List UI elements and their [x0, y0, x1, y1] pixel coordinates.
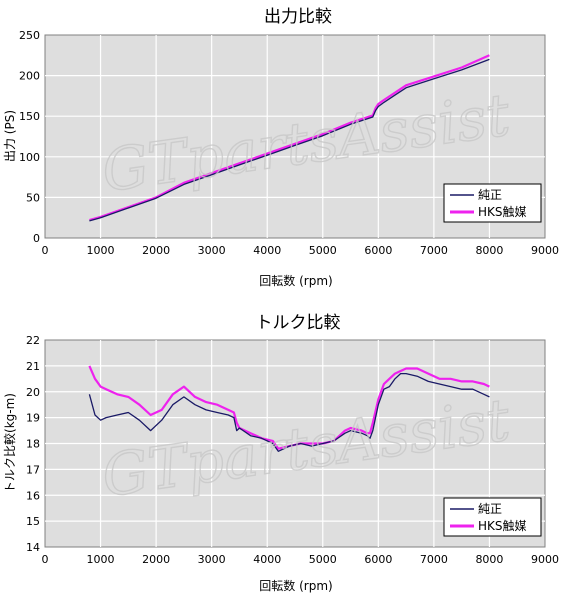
power-x-tick-label: 0	[42, 244, 49, 257]
torque-y-tick-label: 16	[26, 489, 40, 502]
power-y-ticks: 0 50 100 150 200 250	[19, 29, 40, 245]
power-x-tick-label: 2000	[142, 244, 170, 257]
power-x-tick-label: 4000	[253, 244, 281, 257]
torque-legend-box	[443, 497, 542, 537]
torque-x-tick-label: 5000	[309, 553, 337, 566]
power-series-line-hks	[89, 54, 490, 222]
torque-legend: 純正 HKS触媒	[443, 497, 542, 537]
power-x-tick-label: 9000	[531, 244, 559, 257]
power-legend-box	[443, 183, 542, 223]
torque-y-tick-label: 21	[26, 360, 40, 373]
torque-x-tick-label: 3000	[198, 553, 226, 566]
torque-chart-title: トルク比較	[256, 313, 341, 333]
torque-y-tick-label: 19	[26, 412, 40, 425]
torque-legend-label-stock: 純正	[478, 502, 502, 516]
torque-x-axis-label: 回転数 (rpm)	[259, 578, 332, 593]
torque-legend-label-hks: HKS触媒	[478, 519, 527, 533]
torque-series-lines	[88, 365, 490, 452]
power-x-tick-label: 1000	[87, 244, 115, 257]
torque-series-line-stock	[88, 372, 490, 452]
power-x-tick-label: 6000	[364, 244, 392, 257]
power-legend-label-hks: HKS触媒	[478, 205, 527, 219]
power-y-tick-label: 250	[19, 29, 40, 42]
torque-x-tick-label: 9000	[531, 553, 559, 566]
torque-x-tick-label: 1000	[87, 553, 115, 566]
power-legend-label-stock: 純正	[478, 188, 502, 202]
torque-y-tick-label: 15	[26, 515, 40, 528]
power-legend: 純正 HKS触媒	[443, 183, 542, 223]
power-y-tick-label: 150	[19, 110, 40, 123]
power-chart-title: 出力比較	[264, 7, 332, 27]
power-y-tick-label: 100	[19, 151, 40, 164]
torque-x-tick-label: 2000	[142, 553, 170, 566]
torque-y-ticks: 14 15 16 17 18 19 20 21 22	[26, 334, 40, 554]
torque-y-tick-label: 22	[26, 334, 40, 347]
torque-x-ticks: 0 1000 2000 3000 4000 5000 6000 7000 8000 9000	[42, 553, 560, 566]
torque-x-tick-label: 8000	[475, 553, 503, 566]
power-y-tick-label: 200	[19, 70, 40, 83]
torque-y-tick-label: 18	[26, 438, 40, 451]
torque-x-tick-label: 0	[42, 553, 49, 566]
torque-y-tick-label: 20	[26, 386, 40, 399]
torque-x-tick-label: 6000	[364, 553, 392, 566]
power-x-tick-label: 3000	[198, 244, 226, 257]
torque-x-tick-label: 7000	[420, 553, 448, 566]
torque-y-axis-label: トルク比較(kg-m)	[2, 393, 17, 493]
torque-x-tick-label: 4000	[253, 553, 281, 566]
power-x-tick-label: 5000	[309, 244, 337, 257]
power-chart: 出力比較 0 1000 2000 3000 4000 5000 6000 7000 8000 90…	[3, 7, 559, 288]
power-x-axis-label: 回転数 (rpm)	[259, 273, 332, 288]
power-series-line-stock	[89, 58, 490, 222]
power-series-lines	[89, 54, 490, 222]
torque-gridlines	[45, 340, 545, 547]
torque-y-tick-label: 17	[26, 463, 40, 476]
power-y-tick-label: 50	[26, 191, 40, 204]
power-x-tick-label: 7000	[420, 244, 448, 257]
power-x-tick-label: 8000	[475, 244, 503, 257]
torque-y-tick-label: 14	[26, 541, 40, 554]
torque-chart: トルク比較 0 1000 2000 3000 4000 5000 6000 7000 8000 9…	[2, 313, 559, 593]
power-x-ticks: 0 1000 2000 3000 4000 5000 6000 7000 8000 9000	[42, 244, 560, 257]
power-y-axis-label: 出力 (PS)	[3, 110, 17, 162]
power-y-tick-label: 0	[33, 232, 40, 245]
